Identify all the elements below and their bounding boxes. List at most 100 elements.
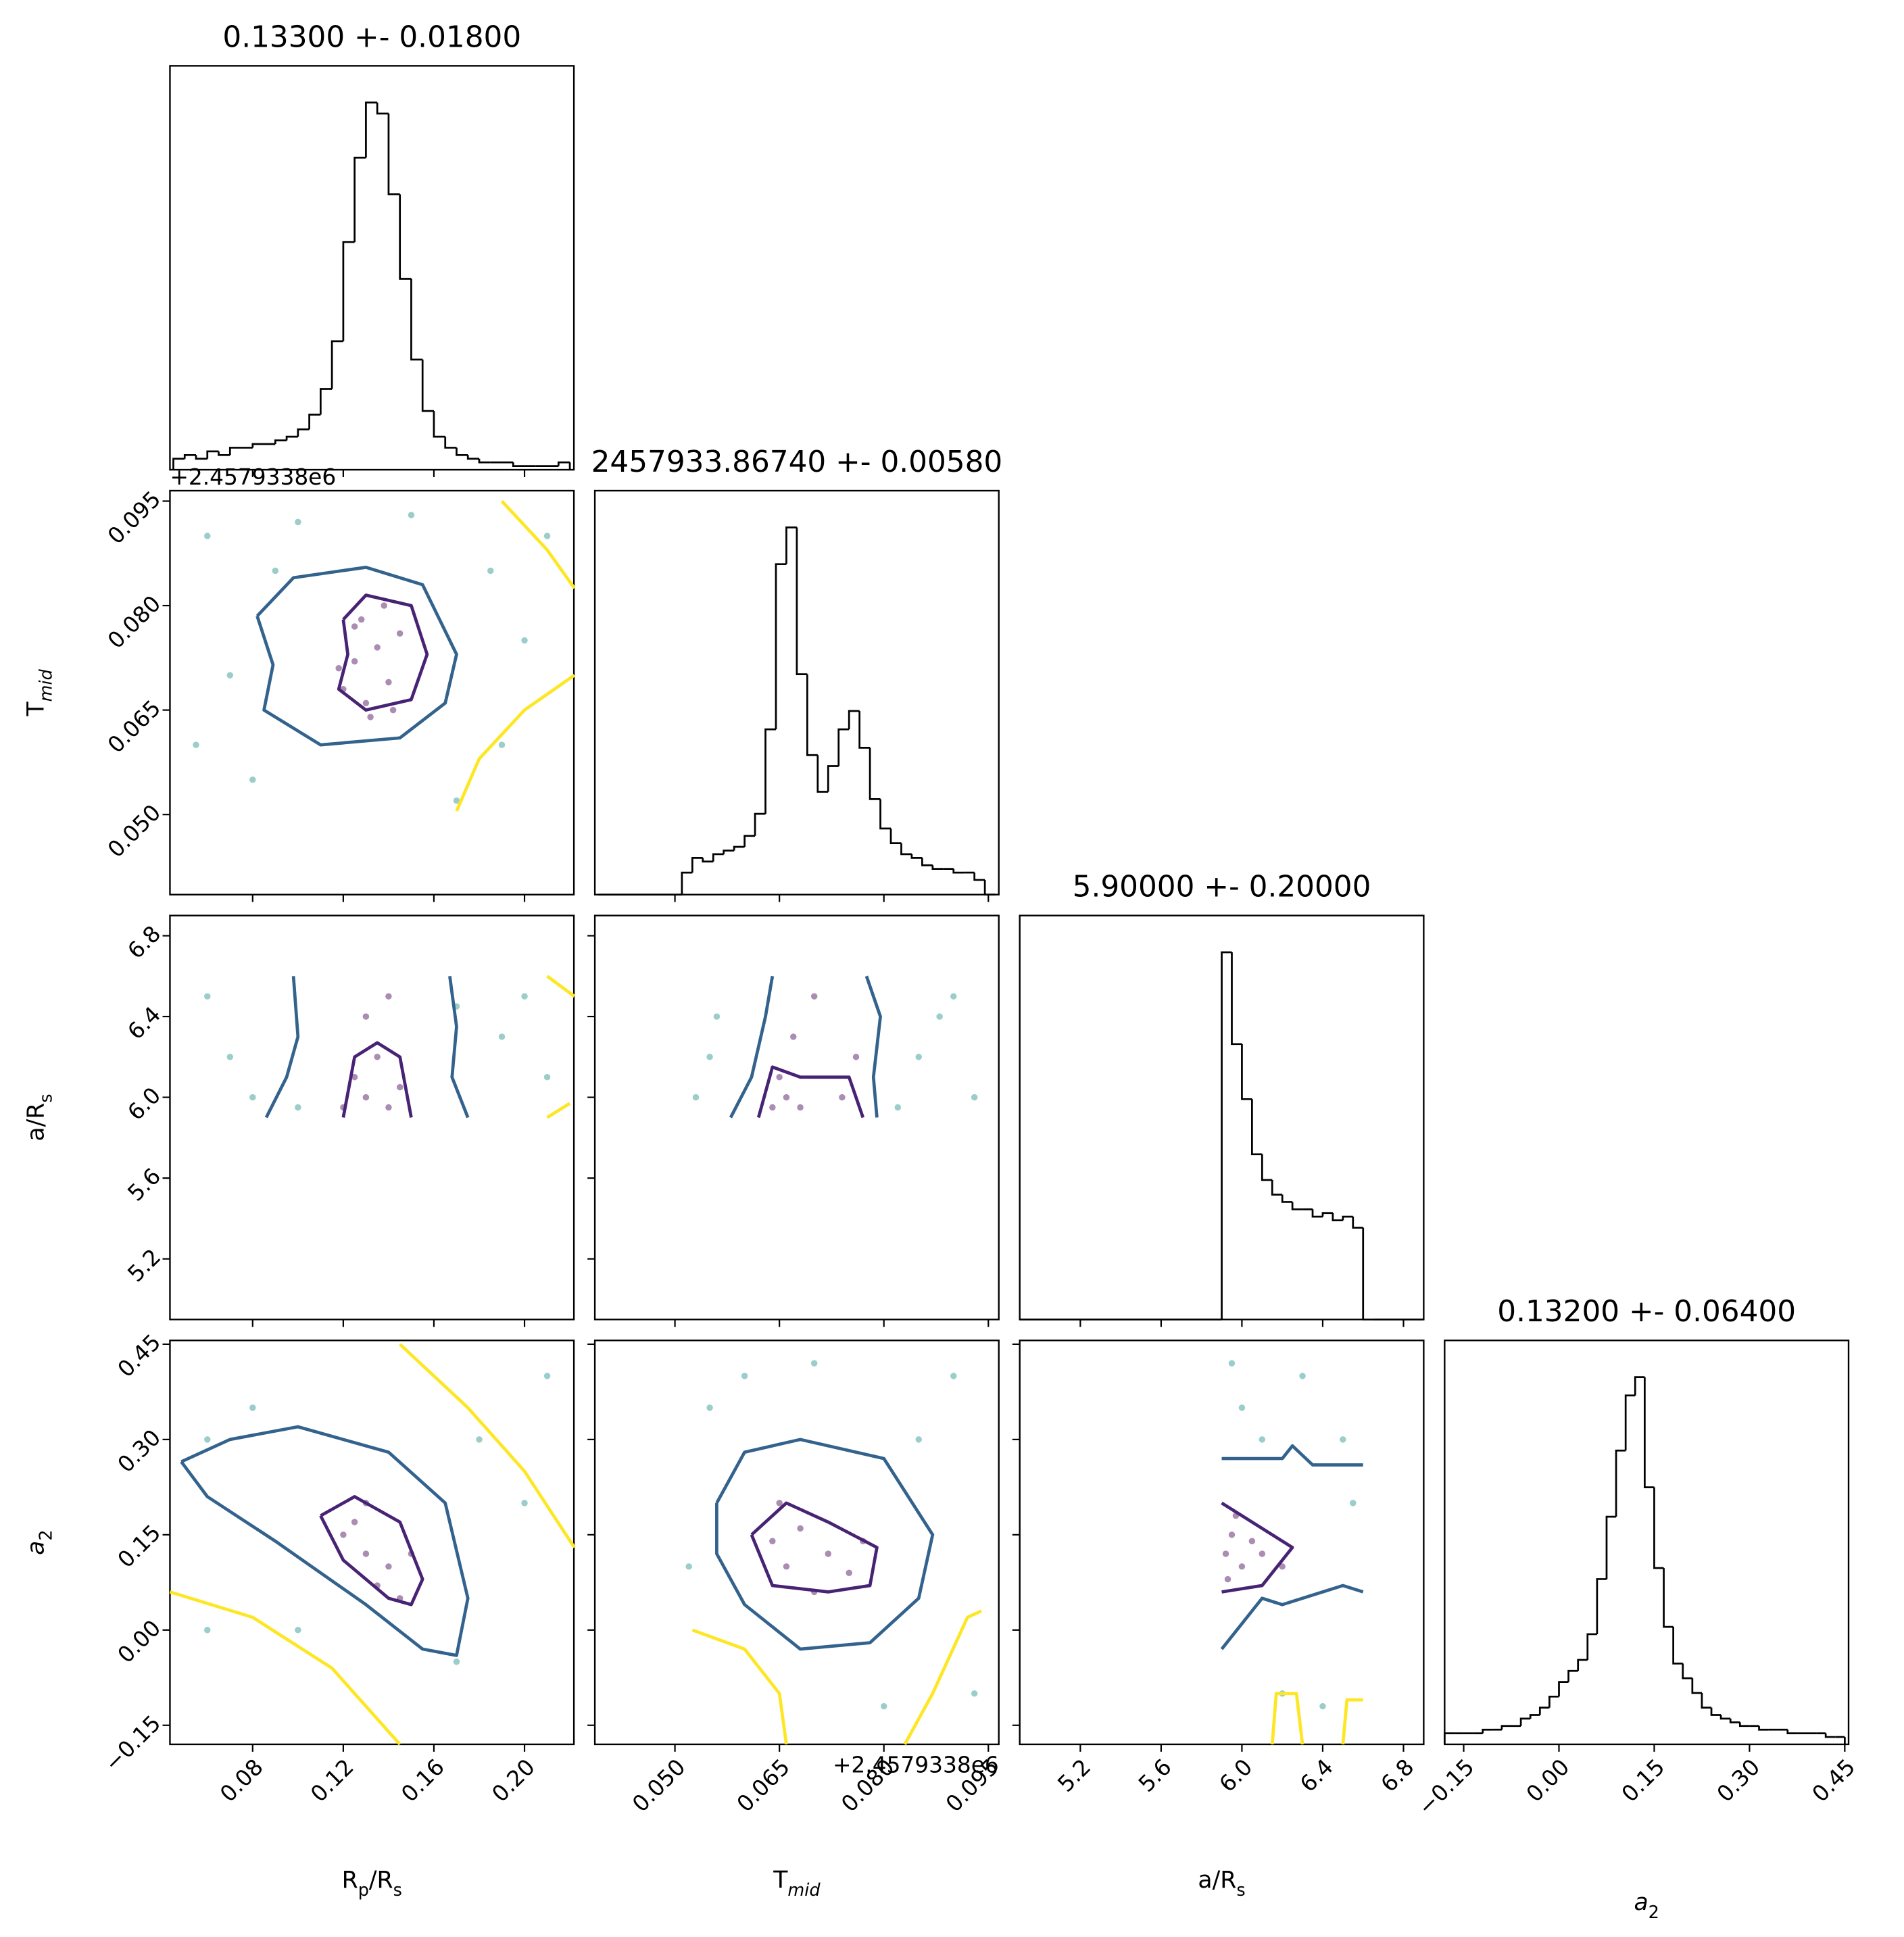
histogram-step xyxy=(308,414,321,430)
scatter-point xyxy=(769,1538,776,1544)
histogram-step xyxy=(1271,1179,1283,1196)
scatter-point xyxy=(396,630,404,637)
contour xyxy=(169,1343,576,1746)
histogram-step xyxy=(1362,1227,1373,1321)
scatter-point xyxy=(880,1702,887,1710)
scatter-point xyxy=(1224,1575,1231,1583)
histogram-step xyxy=(421,360,434,412)
contour xyxy=(715,1438,935,1651)
scatter-point xyxy=(1350,1500,1357,1506)
scatter-point xyxy=(351,1519,358,1525)
histogram-step xyxy=(444,437,457,449)
scatter-point xyxy=(797,1525,804,1532)
histogram-step xyxy=(1719,1715,1731,1720)
scatter-point xyxy=(790,1033,797,1040)
scatter-point xyxy=(685,1563,692,1570)
label-part: mid xyxy=(787,1880,821,1901)
x-tick-label: 0.45 xyxy=(1807,1754,1860,1807)
histogram-step xyxy=(827,765,839,792)
scatter-point xyxy=(487,567,494,574)
label-part: a/R xyxy=(23,1103,50,1142)
histogram-step xyxy=(712,853,724,862)
scatter-point xyxy=(825,1550,832,1557)
scatter-point xyxy=(1340,1436,1346,1443)
scatter-point xyxy=(971,1690,978,1697)
scatter-point xyxy=(362,700,370,707)
scatter-point xyxy=(340,1531,347,1538)
axes-frame xyxy=(593,914,1000,1321)
axis-label: a/Rs xyxy=(1198,1867,1245,1901)
histogram-step xyxy=(1558,1681,1569,1697)
x-tick-label: 0.16 xyxy=(396,1754,449,1807)
x-tick-label: 6.0 xyxy=(1215,1754,1258,1797)
scatter-point xyxy=(385,1563,392,1570)
axis-label: Tmid xyxy=(773,1867,821,1901)
histogram-step xyxy=(1824,1733,1836,1738)
scatter-point xyxy=(706,1404,713,1411)
x-tick-label: 0.20 xyxy=(487,1754,540,1807)
axis-label: a/Rs xyxy=(23,1094,57,1141)
scatter-point xyxy=(692,1094,700,1101)
y-tick-label: 0.065 xyxy=(103,695,166,758)
panel-title: 0.13200 +- 0.06400 xyxy=(1497,1294,1796,1329)
contour xyxy=(337,593,429,712)
histogram-step xyxy=(785,526,797,564)
scatter-point xyxy=(915,1054,922,1060)
contour xyxy=(1270,1692,1363,1745)
y-tick-label: 0.00 xyxy=(113,1615,166,1668)
scatter-point xyxy=(335,665,342,672)
histogram-step xyxy=(1519,1717,1531,1726)
scatter-point xyxy=(351,658,358,665)
histogram-step xyxy=(319,388,333,415)
axis-label: Rp/Rs xyxy=(342,1867,402,1901)
histogram-step xyxy=(365,101,378,158)
contour xyxy=(546,975,576,1119)
x-tick-label: 5.6 xyxy=(1133,1754,1177,1797)
offset-text: +2.4579338e6 xyxy=(833,1752,999,1778)
histogram-step xyxy=(879,799,892,830)
histogram-step xyxy=(1221,951,1232,1320)
histogram-step xyxy=(1443,1732,1455,1744)
scatter-point xyxy=(204,1436,211,1443)
scatter-point xyxy=(249,776,256,783)
axes-frame xyxy=(1019,1340,1425,1746)
scatter-point xyxy=(839,1094,846,1101)
histogram-step xyxy=(1691,1678,1702,1694)
scatter-point xyxy=(385,993,392,1000)
scatter-point xyxy=(374,644,381,651)
y-tick-label: 0.080 xyxy=(103,591,166,654)
histogram-step xyxy=(1352,1217,1363,1229)
axes-frame xyxy=(169,914,575,1321)
y-tick-label: 6.0 xyxy=(123,1082,166,1125)
histogram-step xyxy=(1342,1215,1353,1221)
histogram-step xyxy=(1786,1730,1797,1734)
histogram-step xyxy=(297,428,310,437)
histogram-step xyxy=(1663,1568,1674,1628)
y-tick-label: 6.4 xyxy=(123,1002,166,1045)
scatter-point xyxy=(204,1627,211,1634)
histogram-step xyxy=(1281,1194,1293,1203)
scatter-point xyxy=(810,1360,818,1367)
axes-frame xyxy=(169,1340,575,1746)
histogram-step xyxy=(466,455,479,460)
label-part: a xyxy=(23,1541,50,1555)
histogram-step xyxy=(1529,1714,1540,1719)
axis-label: a2 xyxy=(1634,1889,1659,1923)
y-tick-label: 5.2 xyxy=(123,1244,166,1288)
histogram-step xyxy=(1758,1725,1769,1731)
contour xyxy=(1220,1444,1364,1650)
histogram-step xyxy=(681,871,693,895)
histogram-step xyxy=(1482,1728,1492,1734)
histogram-step xyxy=(228,447,242,456)
histogram-step xyxy=(183,453,196,459)
histogram-step xyxy=(889,828,902,844)
histogram-step xyxy=(973,873,985,881)
scatter-point xyxy=(453,797,460,804)
histogram-step xyxy=(816,755,829,793)
histogram-step xyxy=(1567,1669,1578,1682)
label-part: R xyxy=(342,1867,358,1894)
scatter-point xyxy=(1248,1538,1256,1544)
histogram-step xyxy=(1653,1487,1664,1569)
scatter-point xyxy=(1319,1702,1326,1710)
scatter-point xyxy=(226,672,234,679)
